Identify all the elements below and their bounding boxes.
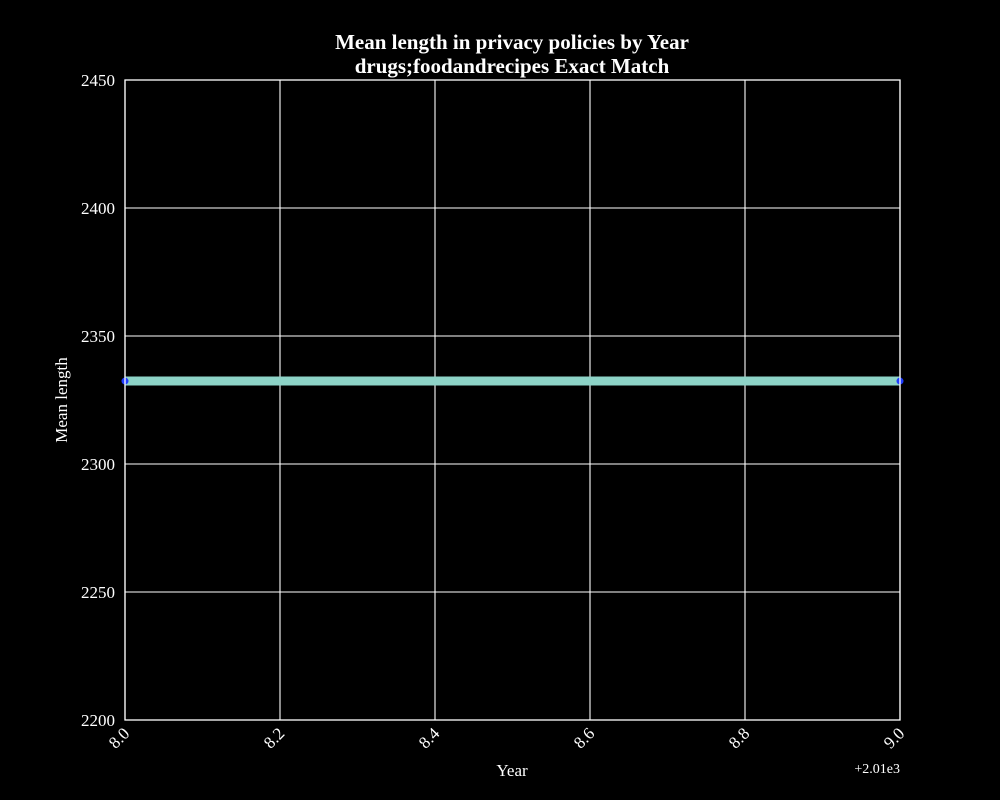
y-tick-label: 2300	[81, 455, 115, 474]
y-tick-label: 2400	[81, 199, 115, 218]
y-tick-label: 2450	[81, 71, 115, 90]
x-tick-label: 9.0	[880, 724, 908, 752]
tick-labels: 8.0 8.2 8.4 8.6 8.8 9.02200225023002350240024…	[81, 71, 908, 752]
x-tick-label: 8.4	[415, 724, 444, 753]
x-tick-label: 8.6	[570, 724, 598, 752]
chart-subtitle: drugs;foodandrecipes Exact Match	[355, 54, 670, 78]
x-axis-label: Year	[496, 761, 528, 780]
y-axis-label: Mean length	[52, 357, 71, 443]
series-layer	[121, 376, 904, 386]
y-tick-label: 2200	[81, 711, 115, 730]
grid	[124, 79, 901, 721]
x-axis-offset-label: +2.01e3	[854, 762, 900, 777]
chart-title: Mean length in privacy policies by Year	[335, 30, 689, 54]
plot-frame	[124, 79, 901, 721]
y-tick-label: 2350	[81, 327, 115, 346]
x-tick-label: 8.2	[260, 724, 288, 752]
y-tick-label: 2250	[81, 583, 115, 602]
x-tick-label: 8.8	[725, 724, 753, 752]
